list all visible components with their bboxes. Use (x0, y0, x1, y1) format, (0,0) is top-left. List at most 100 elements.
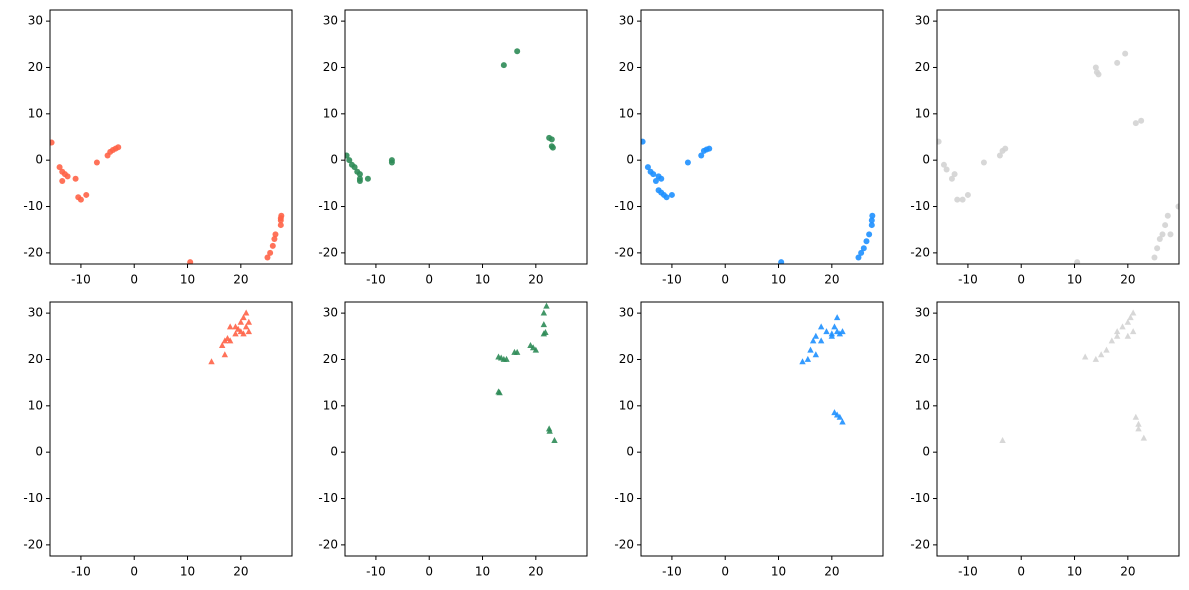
y-tick-label: 10 (28, 398, 43, 412)
y-tick-label: 20 (619, 352, 634, 366)
scatter-point (1164, 212, 1171, 219)
scatter-point (860, 245, 867, 252)
scatter-point (954, 196, 961, 203)
y-tick-label: -20 (318, 537, 338, 551)
scatter-point (778, 259, 785, 264)
y-tick-label: 30 (323, 14, 338, 28)
scatter-point (839, 328, 846, 335)
scatter-point (549, 144, 556, 151)
x-tick-label: -10 (366, 565, 386, 579)
scatter-point (59, 178, 66, 185)
axes-frame (640, 301, 884, 557)
x-tick-label: 0 (1017, 273, 1025, 287)
scatter-point (551, 436, 558, 443)
scatter-point (548, 136, 555, 143)
y-tick-label: 10 (915, 398, 930, 412)
axes-frame (344, 9, 588, 265)
scatter-point (226, 323, 234, 330)
x-tick-label: -10 (71, 565, 91, 579)
scatter-point (951, 171, 958, 178)
scatter-point (1162, 222, 1169, 229)
scatter-point (356, 178, 363, 185)
x-tick-label: 0 (130, 565, 138, 579)
axes-frame (936, 9, 1180, 265)
axes-frame (344, 301, 588, 557)
x-tick-label: 10 (771, 565, 786, 579)
scatter-point (1156, 235, 1163, 242)
scatter-point (277, 222, 284, 229)
scatter-point (996, 152, 1003, 159)
scatter-point (271, 235, 278, 242)
y-tick-label: -20 (910, 537, 930, 551)
scatter-point (663, 194, 670, 201)
scatter-point (980, 159, 987, 166)
scatter-point (72, 175, 79, 182)
x-tick-label: 20 (233, 273, 248, 287)
scatter-point (1108, 337, 1116, 344)
scatter-point (388, 157, 395, 164)
scatter-point (868, 217, 875, 224)
x-tick-label: 10 (475, 565, 490, 579)
x-tick-label: 10 (1067, 565, 1082, 579)
y-tick-label: 0 (35, 153, 43, 167)
scatter-point (1119, 323, 1126, 330)
x-tick-label: 20 (528, 273, 543, 287)
y-tick-label: 0 (922, 153, 930, 167)
y-tick-label: 30 (323, 306, 338, 320)
y-tick-label: 20 (915, 60, 930, 74)
scatter-point (1122, 50, 1129, 57)
scatter-point (706, 145, 713, 152)
y-tick-label: 10 (28, 106, 43, 120)
y-tick-label: 0 (35, 445, 43, 459)
scatter-point (240, 330, 247, 337)
scatter-point (1113, 332, 1121, 339)
scatter-point (1081, 353, 1089, 360)
scatter-point (817, 337, 825, 344)
y-tick-label: -10 (614, 199, 634, 213)
scatter-point (817, 323, 825, 330)
scatter-point (187, 259, 194, 264)
scatter-point (1129, 328, 1137, 335)
scatter-point (999, 436, 1006, 443)
x-tick-label: 20 (233, 565, 248, 579)
x-tick-label: 20 (824, 565, 839, 579)
scatter-point (855, 254, 862, 261)
x-tick-label: -10 (366, 273, 386, 287)
x-tick-label: 10 (771, 273, 786, 287)
x-tick-label: 10 (1067, 273, 1082, 287)
scatter-point (644, 164, 651, 171)
y-tick-label: 10 (915, 106, 930, 120)
scatter-point (242, 309, 250, 316)
x-tick-label: 20 (1120, 273, 1135, 287)
scatter-point (863, 238, 870, 245)
y-tick-label: 0 (626, 445, 634, 459)
scatter-point (245, 328, 253, 335)
y-tick-label: -10 (318, 199, 338, 213)
y-tick-label: -20 (614, 537, 634, 551)
scatter-point (866, 231, 873, 238)
scatter-point (64, 173, 71, 180)
scatter-point (514, 48, 521, 55)
scatter-point (1002, 145, 1009, 152)
x-tick-label: 20 (1120, 565, 1135, 579)
axes-frame (49, 301, 293, 557)
scatter-point (364, 175, 371, 182)
scatter-point (836, 413, 844, 420)
y-tick-label: 0 (330, 445, 338, 459)
axes-frame (640, 9, 884, 265)
scatter-point (546, 427, 553, 434)
y-tick-label: 30 (619, 14, 634, 28)
scatter-point (277, 215, 284, 222)
scatter-point (1095, 71, 1102, 78)
scatter-point (245, 318, 253, 325)
y-tick-label: 20 (619, 60, 634, 74)
x-tick-label: 20 (824, 273, 839, 287)
scatter-point (93, 159, 100, 166)
scatter-point (1154, 245, 1161, 252)
y-tick-label: 10 (323, 106, 338, 120)
y-tick-label: -10 (23, 491, 43, 505)
scatter-point (218, 341, 226, 348)
scatter-point (346, 157, 353, 164)
scatter-point (1074, 259, 1081, 264)
x-tick-label: -10 (958, 565, 978, 579)
